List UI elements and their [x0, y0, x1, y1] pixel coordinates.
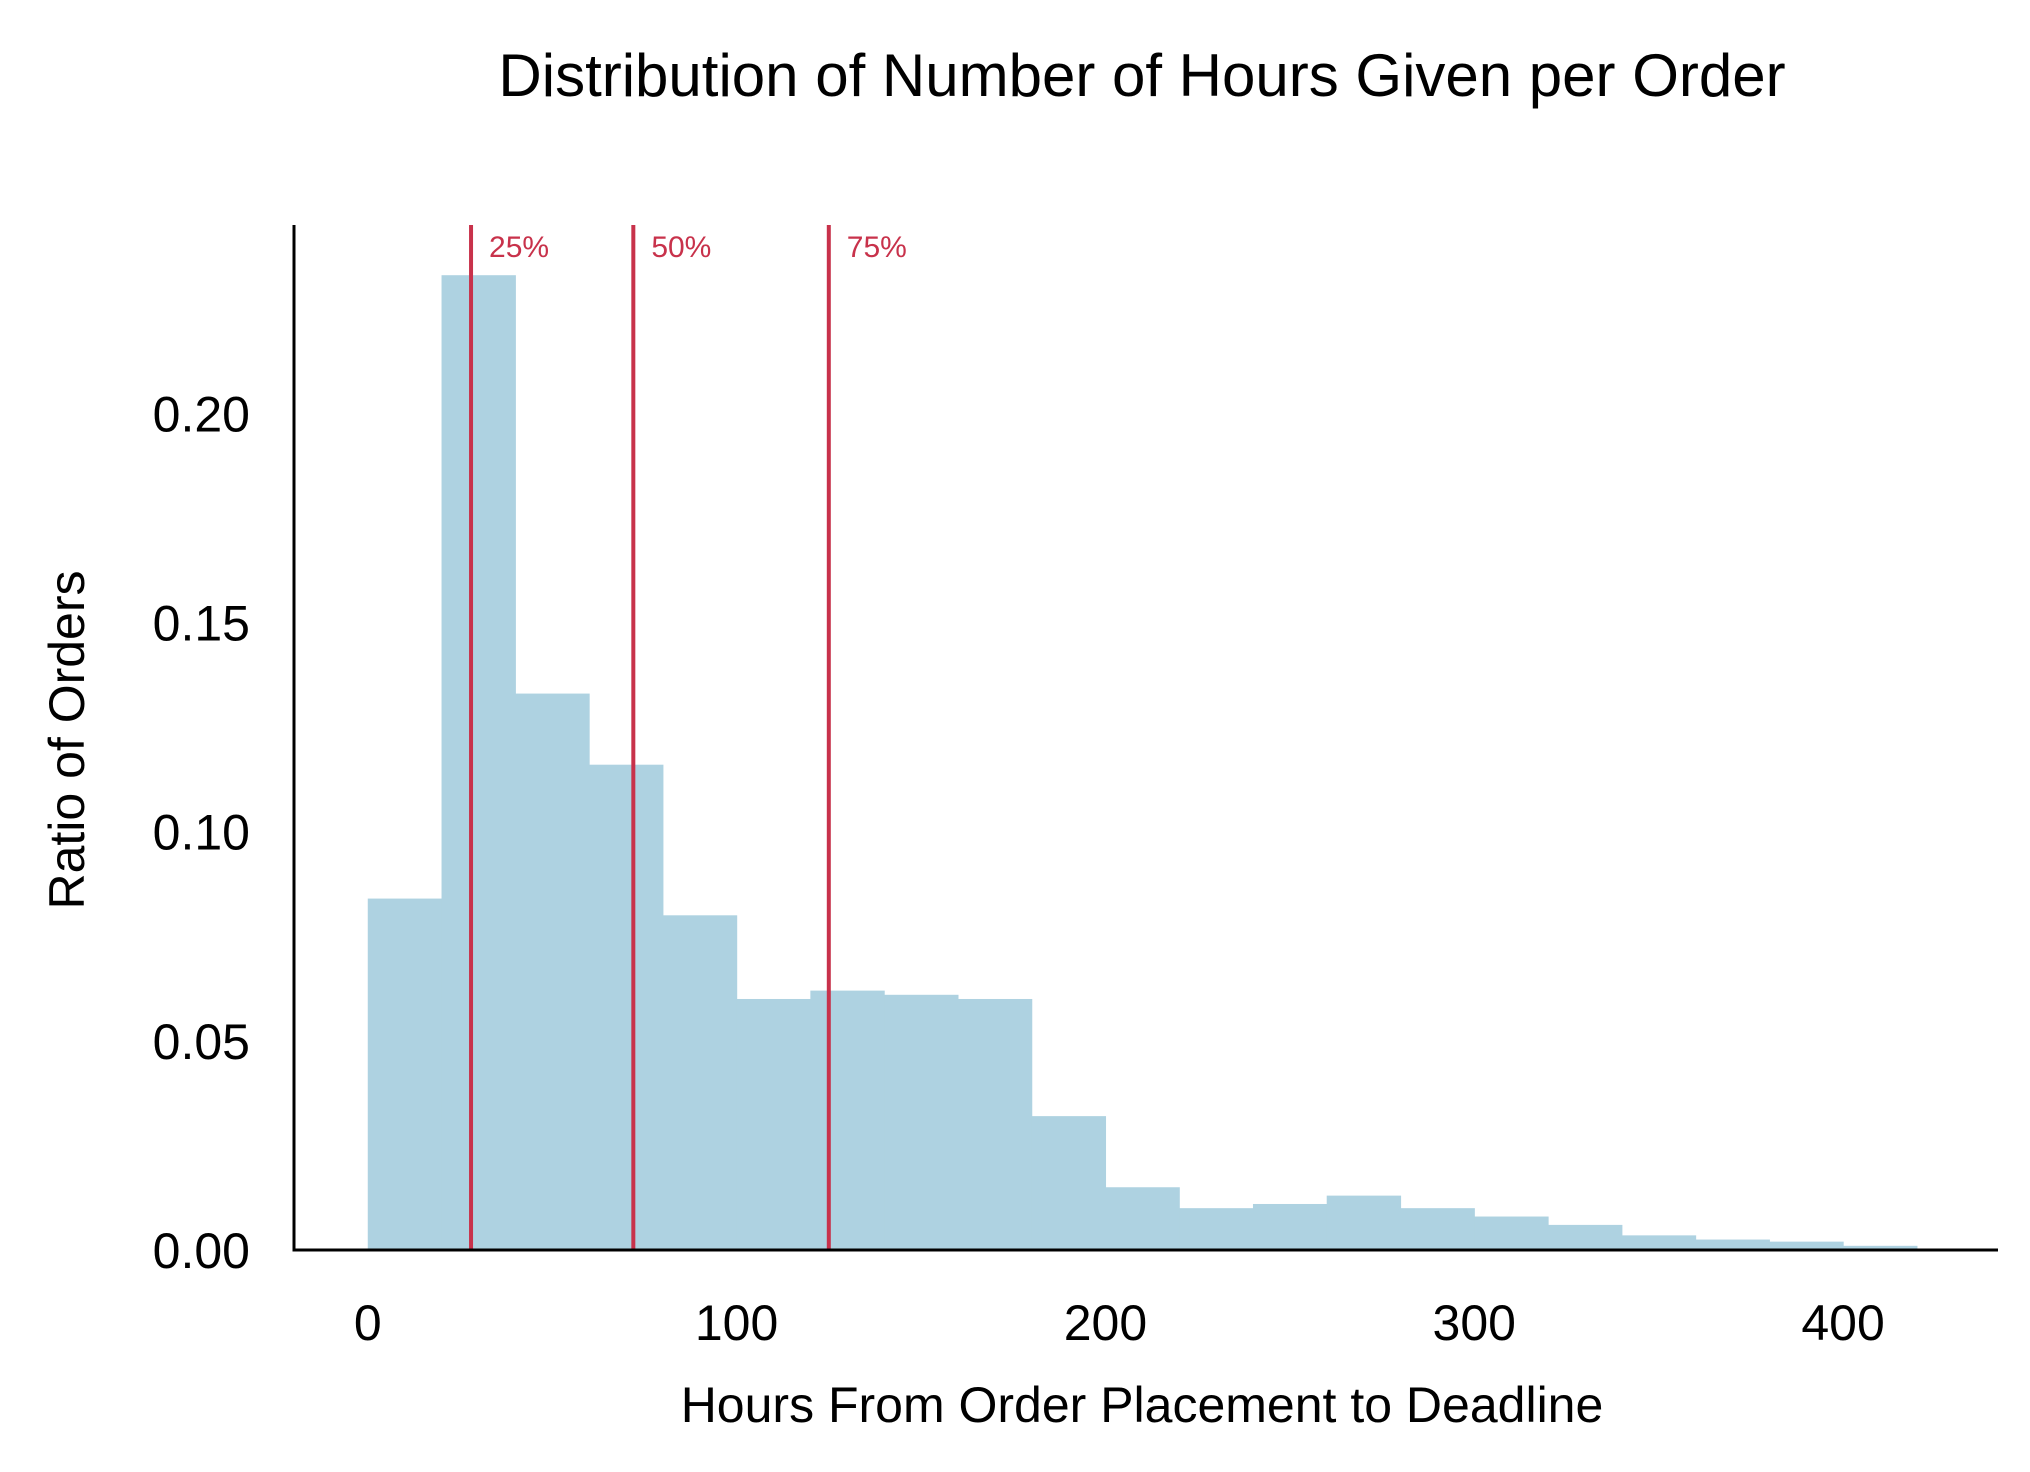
- chart-title: Distribution of Number of Hours Given pe…: [498, 42, 1785, 109]
- histogram-bar: [957, 998, 1033, 1250]
- quantile-label: 50%: [651, 231, 711, 264]
- y-axis-label: Ratio of Orders: [39, 570, 95, 909]
- histogram-bar: [1031, 1116, 1107, 1250]
- x-tick-label: 200: [1064, 1295, 1147, 1351]
- histogram-bar: [1105, 1187, 1180, 1250]
- x-axis-label: Hours From Order Placement to Deadline: [681, 1377, 1604, 1433]
- histogram-bar: [1252, 1203, 1328, 1250]
- y-tick-label: 0.05: [153, 1014, 250, 1070]
- y-tick-label: 0.15: [153, 595, 250, 651]
- axes: [292, 225, 1998, 1252]
- x-tick-label: 300: [1433, 1295, 1516, 1351]
- x-tick-label: 0: [354, 1295, 382, 1351]
- y-tick-label: 0.20: [153, 386, 250, 442]
- histogram-bar: [1843, 1245, 1918, 1250]
- y-axis-ticks: 0.00 0.05 0.10 0.15 0.20: [153, 386, 250, 1279]
- histogram-bar: [1400, 1208, 1475, 1250]
- histogram-bars: [367, 275, 1918, 1250]
- quantile-markers: 25% 50% 75%: [469, 225, 907, 1250]
- histogram-bar: [1621, 1235, 1697, 1250]
- quantile-label: 75%: [847, 231, 907, 264]
- histogram-bar: [515, 693, 590, 1250]
- y-tick-label: 0.00: [153, 1223, 250, 1279]
- histogram-bar: [736, 998, 811, 1250]
- histogram-bar: [1179, 1208, 1254, 1250]
- histogram-bar: [1695, 1239, 1770, 1250]
- x-axis-ticks: 0 100 200 300 400: [354, 1295, 1885, 1351]
- x-tick-label: 400: [1801, 1295, 1884, 1351]
- histogram-bar: [1548, 1224, 1623, 1250]
- histogram-bar: [884, 994, 959, 1250]
- histogram-bar: [367, 898, 443, 1250]
- y-tick-label: 0.10: [153, 805, 250, 861]
- histogram-bar: [441, 275, 516, 1250]
- histogram-bar: [1769, 1241, 1844, 1250]
- histogram-bar: [589, 764, 664, 1250]
- x-tick-label: 100: [695, 1295, 778, 1351]
- histogram-bar: [1474, 1216, 1549, 1250]
- histogram-bar: [1326, 1195, 1402, 1250]
- quantile-label: 25%: [489, 231, 549, 264]
- histogram-bar: [662, 915, 738, 1250]
- histogram-bar: [810, 990, 885, 1250]
